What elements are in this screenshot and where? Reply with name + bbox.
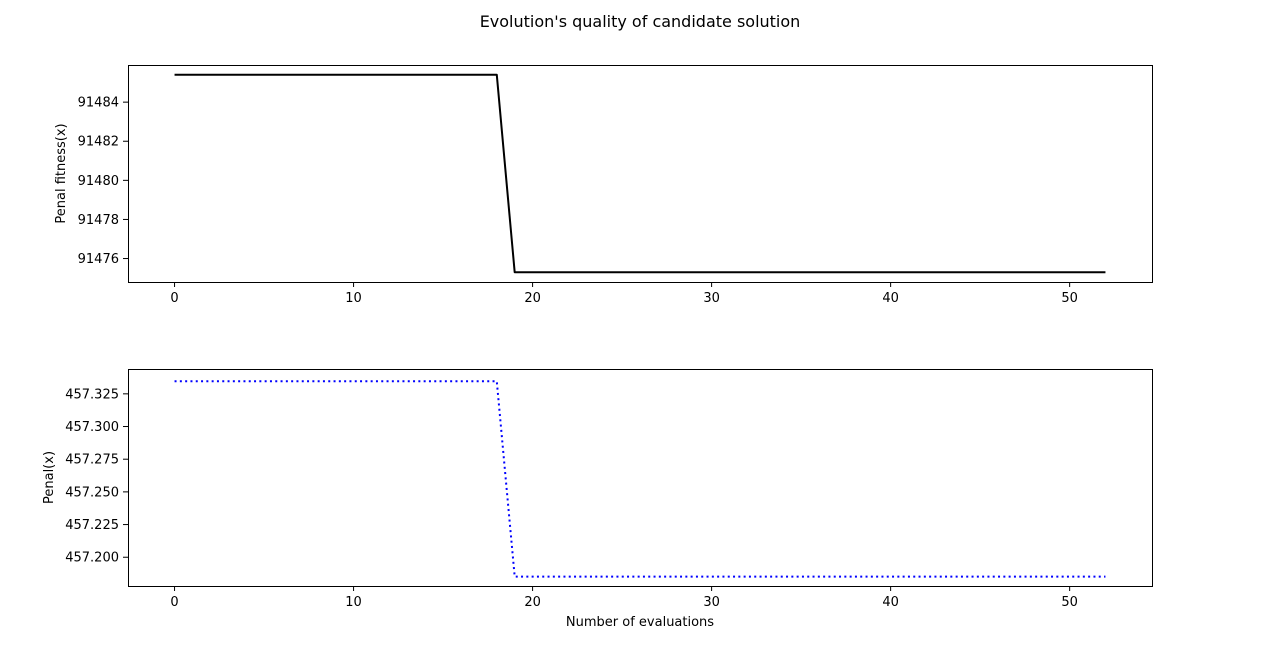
plot-frame — [128, 369, 1153, 587]
x-axis-label: Number of evaluations — [566, 615, 714, 630]
x-tick-label: 40 — [882, 595, 899, 610]
x-tick-label: 20 — [524, 595, 541, 610]
series-line-1 — [174, 73, 1106, 274]
x-tick-label: 50 — [1061, 291, 1078, 306]
subplot-2: 0 10 20 30 40 50 457.200 457.225 457.250 457.275 4… — [42, 369, 1153, 630]
y-tick-label: 457.300 — [65, 420, 119, 435]
y-axis-label: Penal(x) — [42, 451, 57, 504]
y-axis-label: Penal fitness(x) — [54, 123, 69, 223]
subplot-1: 0 10 20 30 40 50 91476 91478 91480 91482 91484 Pena… — [54, 65, 1153, 306]
figure-title: Evolution's quality of candidate solutio… — [480, 12, 801, 31]
plot-frame — [128, 65, 1153, 283]
x-tick-label: 40 — [882, 291, 899, 306]
plots: 0 10 20 30 40 50 91476 91478 91480 91482 91484 Pena… — [42, 65, 1153, 630]
y-tick-label: 91478 — [78, 213, 119, 228]
x-tick-label: 30 — [703, 291, 720, 306]
y-tick-label: 91482 — [78, 135, 119, 150]
series-line-1 — [174, 380, 1106, 578]
y-tick-label: 457.325 — [65, 387, 119, 402]
y-tick-label: 91484 — [78, 96, 119, 111]
x-tick-label: 0 — [170, 291, 178, 306]
x-tick-label: 10 — [345, 595, 362, 610]
y-tick-label: 457.225 — [65, 518, 119, 533]
x-tick-label: 50 — [1061, 595, 1078, 610]
y-tick-label: 457.250 — [65, 485, 119, 500]
y-tick-label: 457.275 — [65, 453, 119, 468]
y-tick-label: 457.200 — [65, 551, 119, 566]
x-tick-label: 0 — [170, 595, 178, 610]
x-tick-label: 10 — [345, 291, 362, 306]
x-tick-label: 20 — [524, 291, 541, 306]
x-tick-label: 30 — [703, 595, 720, 610]
y-tick-label: 91480 — [78, 174, 119, 189]
y-tick-label: 91476 — [78, 252, 119, 267]
